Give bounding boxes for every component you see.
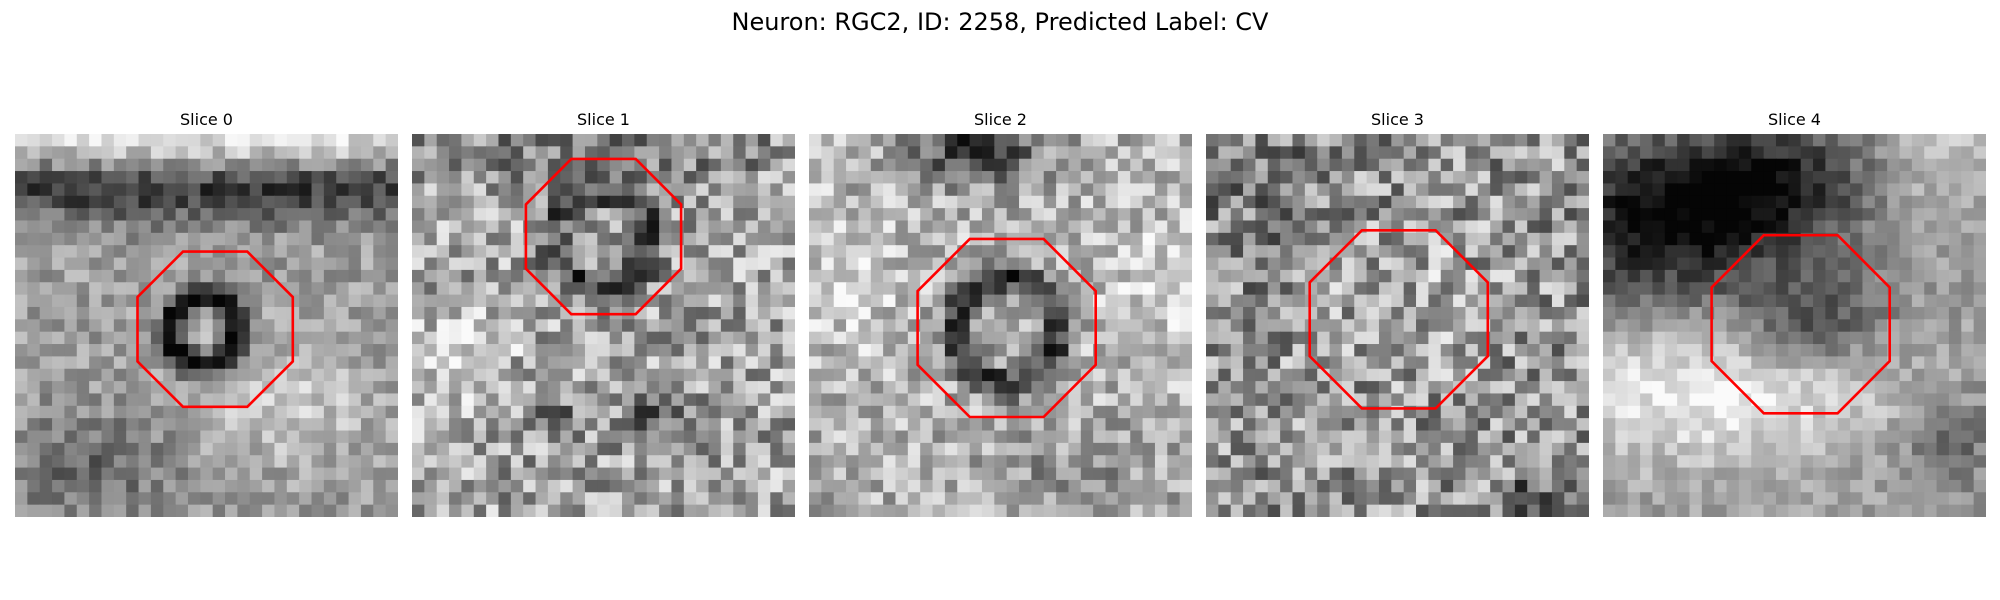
region-outline-1 (524, 157, 683, 316)
slice-panel-1: Slice 1 (412, 108, 795, 524)
slice-panel-2: Slice 2 (809, 108, 1192, 524)
slice-panel-3: Slice 3 (1206, 108, 1589, 524)
slice-image-2 (809, 134, 1192, 517)
region-outline-3 (1308, 229, 1490, 410)
region-outline-0 (136, 250, 295, 409)
slice-title-1: Slice 1 (577, 110, 630, 129)
slice-title-4: Slice 4 (1768, 110, 1821, 129)
region-outline-2 (916, 237, 1098, 419)
slice-panel-0: Slice 0 (15, 108, 398, 524)
slice-title-0: Slice 0 (180, 110, 233, 129)
figure-title: Neuron: RGC2, ID: 2258, Predicted Label:… (731, 8, 1269, 36)
slice-image-1 (412, 134, 795, 517)
region-outline-4 (1710, 233, 1892, 415)
slice-image-4 (1603, 134, 1986, 517)
slice-title-2: Slice 2 (974, 110, 1027, 129)
slice-image-0 (15, 134, 398, 517)
slice-image-3 (1206, 134, 1589, 517)
slice-title-3: Slice 3 (1371, 110, 1424, 129)
slice-panel-4: Slice 4 (1603, 108, 1986, 524)
